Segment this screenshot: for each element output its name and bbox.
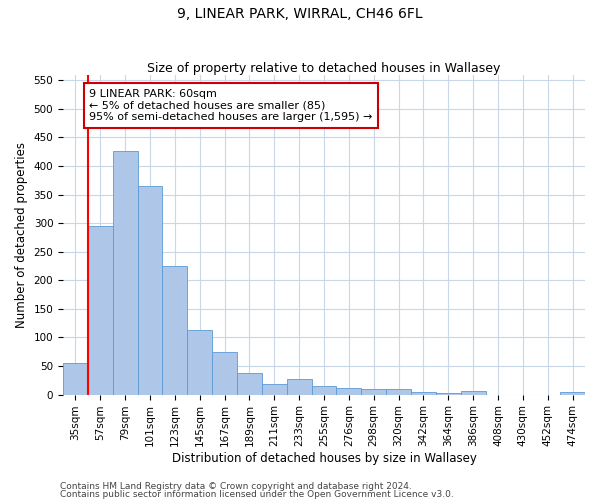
Bar [63, 363, 88, 394]
Bar [436, 393, 461, 394]
Text: 9, LINEAR PARK, WIRRAL, CH46 6FL: 9, LINEAR PARK, WIRRAL, CH46 6FL [177, 8, 423, 22]
Bar [361, 389, 386, 394]
Bar [560, 392, 585, 394]
Title: Size of property relative to detached houses in Wallasey: Size of property relative to detached ho… [148, 62, 501, 74]
Text: Contains HM Land Registry data © Crown copyright and database right 2024.: Contains HM Land Registry data © Crown c… [60, 482, 412, 491]
Bar [411, 392, 436, 394]
Bar [237, 373, 262, 394]
Bar [163, 266, 187, 394]
Bar [212, 352, 237, 395]
Text: Contains public sector information licensed under the Open Government Licence v3: Contains public sector information licen… [60, 490, 454, 499]
Text: 9 LINEAR PARK: 60sqm
← 5% of detached houses are smaller (85)
95% of semi-detach: 9 LINEAR PARK: 60sqm ← 5% of detached ho… [89, 89, 373, 122]
Bar [461, 391, 485, 394]
Bar [137, 186, 163, 394]
Bar [187, 330, 212, 394]
Bar [88, 226, 113, 394]
Bar [386, 389, 411, 394]
Bar [262, 384, 287, 394]
Bar [337, 388, 361, 394]
X-axis label: Distribution of detached houses by size in Wallasey: Distribution of detached houses by size … [172, 452, 476, 465]
Bar [311, 386, 337, 394]
Bar [287, 379, 311, 394]
Y-axis label: Number of detached properties: Number of detached properties [15, 142, 28, 328]
Bar [113, 150, 137, 394]
